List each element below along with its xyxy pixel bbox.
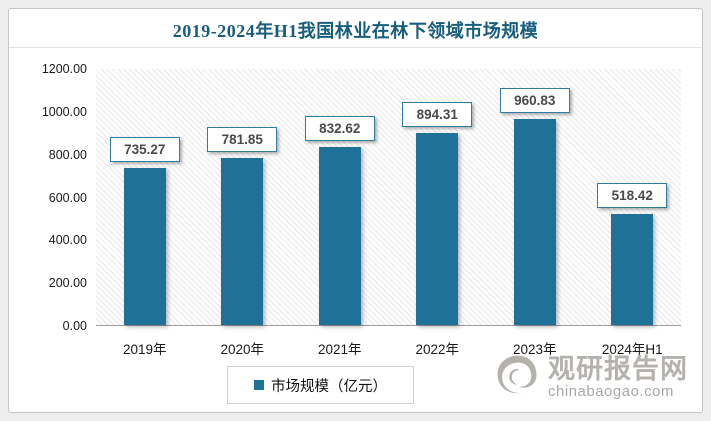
title-divider [9, 47, 702, 48]
bar-value-label: 781.85 [207, 126, 278, 152]
legend-label: 市场规模（亿元） [271, 378, 387, 395]
bar [416, 133, 459, 325]
bar [123, 167, 166, 325]
x-axis: 2019年 2020年 2021年 2022年 2023年 2024年H1 [96, 338, 681, 358]
legend-marker [254, 380, 264, 390]
legend: 市场规模（亿元） [227, 366, 414, 404]
bar-value-label: 518.42 [597, 182, 668, 208]
watermark-text: 观研报告网 chinabaogao.com [548, 353, 688, 400]
watermark-site-url: chinabaogao.com [548, 382, 674, 400]
watermark-site-name: 观研报告网 [548, 353, 688, 384]
bar [221, 157, 264, 325]
y-tick-label: 200.00 [48, 276, 87, 291]
y-tick-label: 0.00 [62, 319, 87, 333]
x-tick-label: 2021年 [317, 342, 362, 357]
bar-value-label: 735.27 [109, 136, 180, 162]
y-tick-label: 1000.00 [41, 104, 87, 119]
bar-value-label: 894.31 [402, 102, 473, 128]
x-tick-label: 2022年 [415, 342, 460, 357]
y-tick-label: 800.00 [48, 147, 87, 162]
bar [318, 146, 361, 325]
y-tick-label: 400.00 [48, 233, 87, 248]
watermark-logo-icon [491, 353, 545, 402]
plot-area: 735.27 781.85 832.62 894.31 960.83 518.42 [96, 69, 681, 326]
bar-value-label: 832.62 [304, 115, 375, 141]
bar [611, 213, 654, 325]
y-tick-label: 1200.00 [41, 62, 87, 76]
y-tick-label: 600.00 [48, 190, 87, 205]
bar-value-label: 960.83 [499, 88, 570, 114]
x-tick-label: 2020年 [220, 342, 265, 357]
chart-card: 2019-2024年H1我国林业在林下领域市场规模 735.27 781.85 83… [8, 8, 703, 413]
x-tick-label: 2024年H1 [601, 342, 663, 357]
x-tick-label: 2023年 [512, 342, 557, 357]
chart-title: 2019-2024年H1我国林业在林下领域市场规模 [172, 21, 539, 41]
watermark: 观研报告网 chinabaogao.com [491, 353, 688, 402]
bar [513, 119, 556, 325]
x-tick-label: 2019年 [122, 342, 167, 357]
